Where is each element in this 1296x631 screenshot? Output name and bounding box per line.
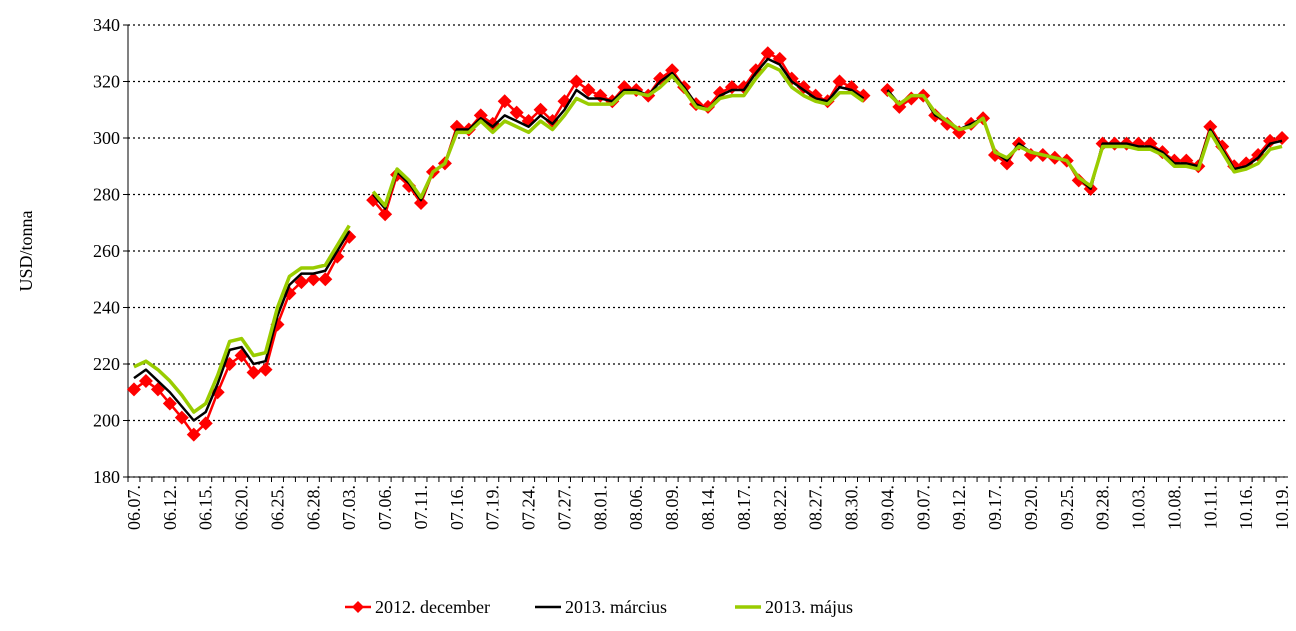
y-tick-label: 220 (93, 354, 120, 374)
x-tick-label: 08.22. (770, 485, 790, 530)
x-tick-label: 10.03. (1129, 485, 1149, 530)
legend-label: 2013. március (565, 597, 667, 617)
marker (581, 82, 596, 97)
y-tick-label: 280 (93, 185, 120, 205)
marker (258, 362, 273, 377)
marker (306, 272, 321, 287)
marker (174, 410, 189, 425)
x-tick-label: 09.28. (1093, 485, 1113, 530)
marker (1071, 173, 1086, 188)
marker (569, 74, 584, 89)
x-tick-label: 07.03. (339, 485, 359, 530)
marker (665, 63, 680, 78)
marker (162, 396, 177, 411)
x-tick-label: 10.11. (1200, 485, 1220, 529)
x-tick-label: 06.25. (267, 485, 287, 530)
x-tick-label: 07.24. (519, 485, 539, 530)
legend-label: 2012. december (375, 597, 490, 617)
marker (844, 80, 859, 95)
x-tick-label: 08.06. (626, 485, 646, 530)
marker (473, 108, 488, 123)
marker (318, 272, 333, 287)
marker (413, 195, 428, 210)
marker (246, 365, 261, 380)
x-tick-label: 07.11. (411, 485, 431, 529)
x-tick-label: 08.17. (734, 485, 754, 530)
x-tick-label: 08.14. (698, 485, 718, 530)
x-tick-label: 07.16. (447, 485, 467, 530)
marker (126, 382, 141, 397)
x-tick-label: 07.19. (483, 485, 503, 530)
y-tick-label: 200 (93, 411, 120, 431)
x-tick-label: 09.04. (877, 485, 897, 530)
x-tick-label: 08.27. (806, 485, 826, 530)
x-tick-label: 07.06. (375, 485, 395, 530)
y-axis-label: USD/tonna (16, 210, 36, 291)
y-tick-label: 300 (93, 128, 120, 148)
marker (796, 80, 811, 95)
legend-label: 2013. május (765, 597, 853, 617)
marker (198, 416, 213, 431)
marker (988, 147, 1003, 162)
x-tick-label: 10.19. (1272, 485, 1292, 530)
marker (1203, 119, 1218, 134)
x-tick-label: 06.12. (160, 485, 180, 530)
marker (497, 94, 512, 109)
marker (138, 373, 153, 388)
legend-marker (352, 601, 364, 613)
x-tick-label: 09.17. (985, 485, 1005, 530)
marker (509, 105, 524, 120)
marker (832, 74, 847, 89)
x-tick-label: 06.07. (124, 485, 144, 530)
x-tick-label: 08.30. (842, 485, 862, 530)
x-tick-label: 06.20. (232, 485, 252, 530)
x-tick-label: 06.15. (196, 485, 216, 530)
marker (378, 207, 393, 222)
series-line (133, 62, 1283, 414)
x-tick-label: 09.07. (913, 485, 933, 530)
x-tick-label: 09.20. (1021, 485, 1041, 530)
marker (533, 102, 548, 117)
x-tick-label: 08.01. (590, 485, 610, 530)
marker (760, 46, 775, 61)
x-tick-label: 10.08. (1164, 485, 1184, 530)
x-tick-label: 09.12. (949, 485, 969, 530)
marker (1263, 133, 1278, 148)
marker (999, 156, 1014, 171)
x-tick-label: 06.28. (303, 485, 323, 530)
marker (210, 385, 225, 400)
marker (186, 427, 201, 442)
x-tick-label: 09.25. (1057, 485, 1077, 530)
y-tick-label: 180 (93, 467, 120, 487)
y-tick-label: 260 (93, 241, 120, 261)
x-tick-label: 10.16. (1236, 485, 1256, 530)
y-tick-label: 320 (93, 72, 120, 92)
y-tick-label: 240 (93, 298, 120, 318)
x-tick-label: 07.27. (554, 485, 574, 530)
y-tick-label: 340 (93, 15, 120, 35)
x-tick-label: 08.09. (662, 485, 682, 530)
